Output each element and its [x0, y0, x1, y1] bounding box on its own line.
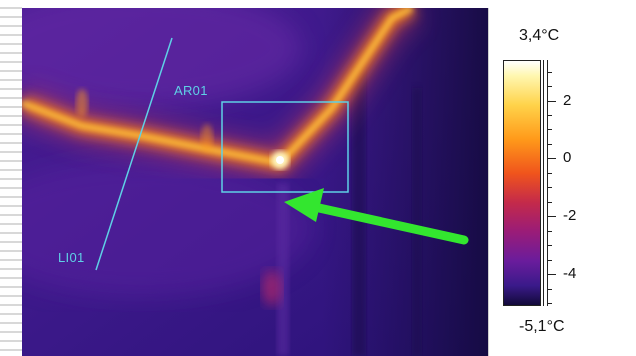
scale-axis-inner: [543, 60, 544, 306]
scale-tick: [547, 216, 556, 218]
thermal-image: AR01 LI01: [22, 8, 488, 356]
scale-tick: [547, 114, 552, 116]
scale-tick: [547, 86, 552, 88]
page-margin-stripes: [0, 0, 22, 356]
thermal-image-canvas: [22, 8, 488, 356]
temperature-scale-panel: 3,4°C 2 0 -2 -4 -5,1°C: [488, 8, 636, 356]
scale-tick-label: 0: [563, 149, 572, 167]
scale-axis: [547, 60, 548, 306]
scale-tick: [547, 259, 552, 261]
scale-tick-label: 2: [563, 91, 572, 109]
scale-tick: [547, 143, 552, 145]
scale-tick: [547, 274, 556, 276]
scale-tick: [547, 303, 552, 305]
scale-tick: [547, 230, 552, 232]
scale-tick-label: -2: [563, 207, 577, 225]
arrow-head: [284, 188, 324, 222]
color-bar: [503, 60, 541, 306]
scale-max-label: 3,4°C: [519, 27, 560, 44]
li01-label: LI01: [58, 250, 85, 265]
scale-tick: [547, 100, 556, 102]
scale-tick: [547, 288, 552, 290]
scale-tick: [547, 71, 552, 73]
scale-min-label: -5,1°C: [519, 318, 565, 335]
scale-tick: [547, 187, 552, 189]
scale-tick: [547, 201, 552, 203]
li01-measurement-line: [95, 37, 173, 271]
scale-tick-label: -4: [563, 265, 577, 283]
scale-tick: [547, 245, 552, 247]
ar01-measurement-area: [221, 101, 349, 193]
arrow-shaft: [305, 201, 469, 245]
scale-tick: [547, 129, 552, 131]
ar01-label: AR01: [174, 83, 208, 98]
scale-tick: [547, 158, 556, 160]
scale-tick: [547, 172, 552, 174]
